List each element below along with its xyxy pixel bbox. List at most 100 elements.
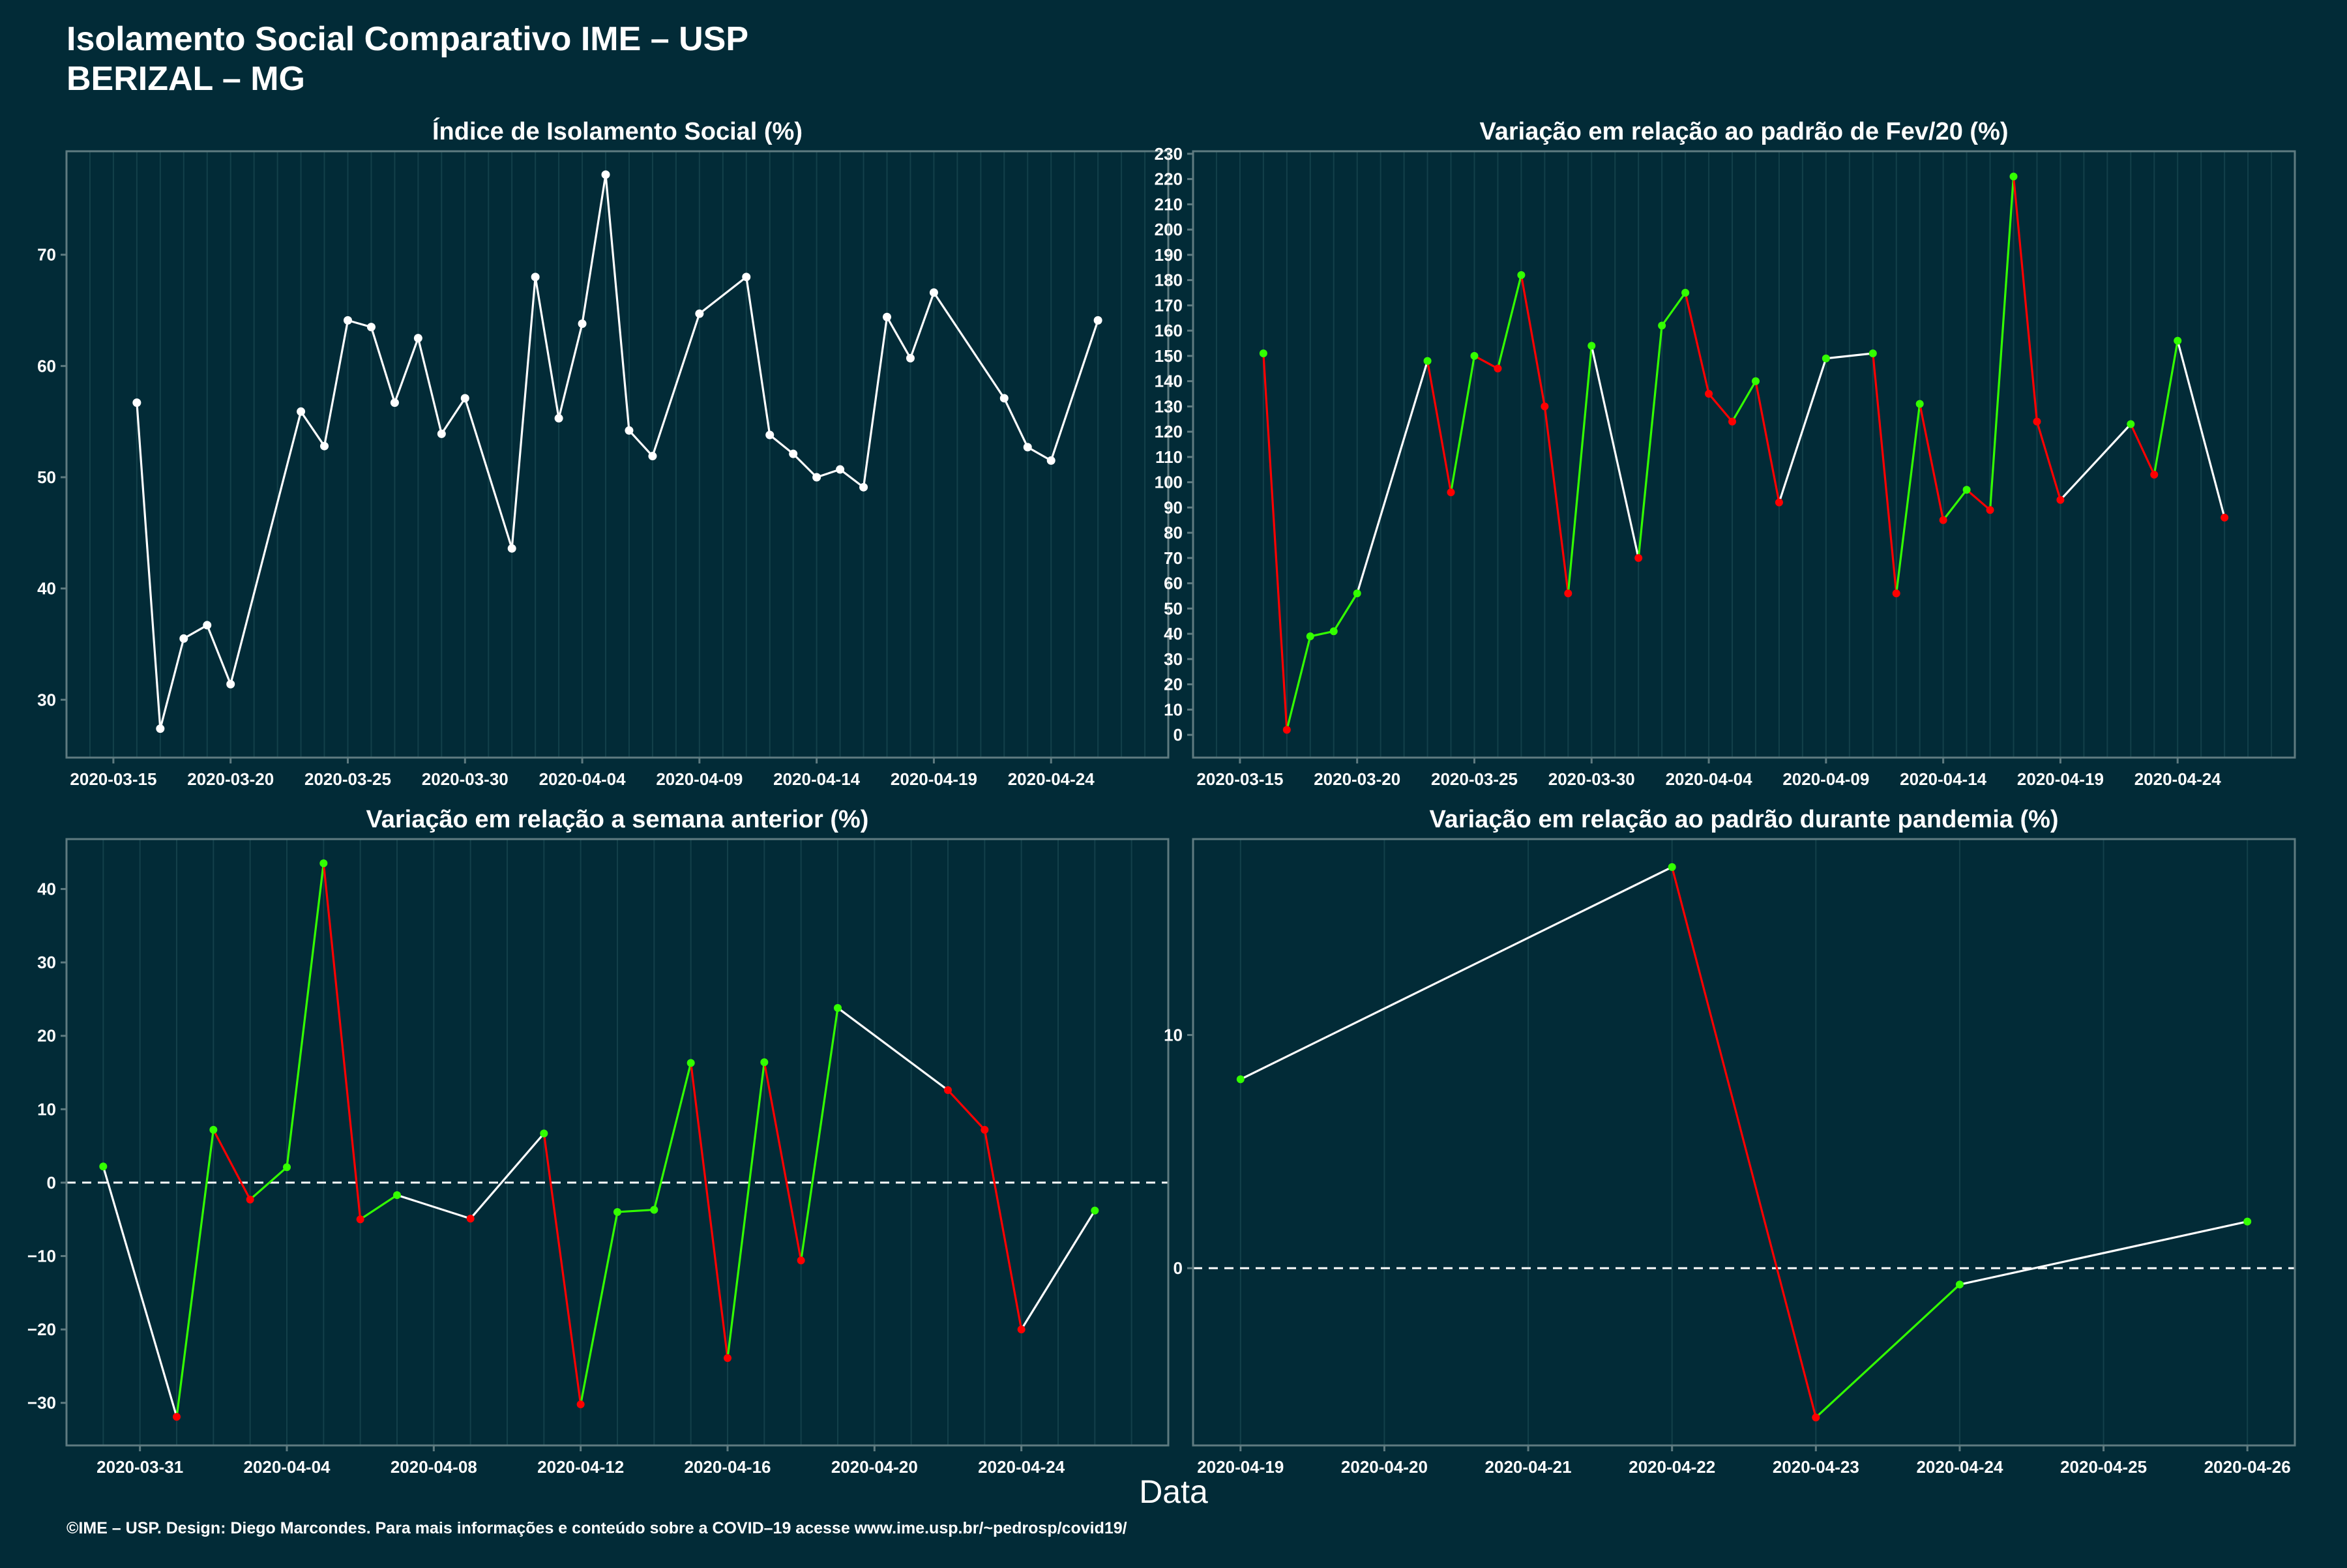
series-segment: [206, 624, 232, 685]
data-point: [1564, 589, 1572, 598]
data-point: [1353, 589, 1361, 598]
y-tick-label: 210: [1155, 194, 1183, 214]
series-segment: [396, 1194, 472, 1220]
x-tick-label: 2020-03-15: [1196, 769, 1283, 789]
series-segment: [1473, 355, 1499, 370]
data-point: [760, 1058, 769, 1067]
footer-credits: ©IME – USP. Design: Diego Marcondes. Par…: [66, 1519, 1127, 1537]
panel-border: [65, 838, 1170, 1447]
data-point: [929, 288, 938, 297]
series-segment: [1958, 1220, 2249, 1286]
data-point: [1986, 506, 1994, 514]
panel-title: Variação em relação ao padrão durante pa…: [1429, 806, 2058, 833]
x-tick-label: 2020-04-09: [1782, 769, 1869, 789]
series-segment: [299, 410, 326, 447]
x-tick-label: 2020-04-20: [1341, 1457, 1428, 1477]
panel-title: Variação em relação a semana anterior (%…: [366, 806, 869, 833]
series-segment: [229, 410, 303, 685]
data-point: [173, 1413, 181, 1421]
x-tick-label: 2020-03-20: [187, 769, 274, 789]
y-tick-label: 30: [37, 690, 56, 709]
data-point: [1868, 349, 1877, 357]
x-tick-label: 2020-03-20: [1314, 769, 1400, 789]
series-segment: [183, 624, 209, 640]
data-point: [2127, 420, 2135, 428]
data-point: [1517, 271, 1526, 279]
series-segment: [2012, 175, 2039, 423]
series-segment: [323, 319, 349, 447]
series-segment: [1872, 352, 1898, 595]
data-point: [343, 316, 352, 325]
y-tick-label: 10: [37, 1099, 56, 1119]
series-segment: [1707, 392, 1734, 423]
y-tick-label: 40: [37, 579, 56, 599]
series-segment: [628, 429, 654, 458]
series-segment: [1496, 274, 1523, 370]
data-point: [554, 414, 563, 423]
data-point: [540, 1129, 548, 1138]
data-point: [1093, 316, 1102, 325]
y-tick-label: 40: [1164, 624, 1183, 643]
series-segment: [698, 276, 748, 315]
data-point: [2221, 513, 2229, 522]
y-tick-label: 20: [37, 1026, 56, 1046]
x-tick-label: 2020-03-30: [422, 769, 509, 789]
x-tick-label: 2020-04-21: [1485, 1457, 1572, 1477]
data-point: [650, 1206, 658, 1214]
panel-border: [65, 150, 1170, 759]
y-tick-label: 100: [1155, 473, 1183, 492]
series-segment: [745, 276, 771, 436]
series-segment: [2035, 421, 2062, 501]
y-tick-label: 110: [1155, 447, 1183, 467]
data-point: [797, 1256, 805, 1265]
data-point: [859, 482, 868, 492]
x-tick-label: 2020-03-25: [304, 769, 391, 789]
y-tick-label: 60: [1164, 574, 1183, 593]
x-tick-label: 2020-04-22: [1629, 1457, 1715, 1477]
panel-border: [1192, 838, 2296, 1447]
data-point: [531, 273, 540, 282]
data-point: [1892, 589, 1900, 598]
series-segment: [393, 337, 419, 404]
x-tick-label: 2020-03-30: [1548, 769, 1635, 789]
x-tick-label: 2020-04-25: [2060, 1457, 2147, 1477]
series-segment: [1262, 352, 1288, 731]
y-tick-label: 10: [1164, 1025, 1183, 1044]
panel-border: [1192, 150, 2296, 759]
data-point: [2174, 336, 2182, 345]
series-segment: [1988, 175, 2015, 511]
series-segment: [1020, 1209, 1096, 1331]
data-point: [1915, 400, 1924, 408]
data-point: [1447, 488, 1455, 497]
series-segment: [763, 1061, 803, 1262]
chart-panel-1: Índice de Isolamento Social (%) 30 40 50 60 7…: [37, 117, 1170, 789]
series-segment: [102, 1165, 178, 1418]
series-segment: [1426, 360, 1453, 494]
series-segment: [909, 291, 936, 359]
series-segment: [1309, 630, 1335, 638]
data-point: [1775, 498, 1783, 507]
series-segment: [359, 1194, 398, 1220]
data-point: [1728, 417, 1737, 426]
series-segment: [2059, 422, 2132, 501]
data-point: [1259, 349, 1267, 357]
series-segment: [616, 1208, 655, 1213]
data-point: [999, 394, 1009, 403]
data-point: [320, 441, 329, 451]
series-segment: [651, 312, 701, 458]
data-point: [576, 1400, 585, 1408]
data-point: [944, 1086, 952, 1095]
series-segment: [322, 862, 362, 1220]
y-tick-label: 150: [1155, 346, 1183, 366]
data-point: [1236, 1075, 1245, 1084]
series-segment: [1520, 274, 1546, 407]
series-segment: [1567, 344, 1593, 595]
series-segment: [1026, 446, 1052, 462]
x-tick-label: 2020-03-31: [96, 1457, 183, 1477]
y-tick-label: 0: [47, 1173, 56, 1192]
x-tick-label: 2020-04-20: [831, 1457, 918, 1477]
data-point: [724, 1354, 731, 1363]
data-point: [836, 465, 845, 474]
